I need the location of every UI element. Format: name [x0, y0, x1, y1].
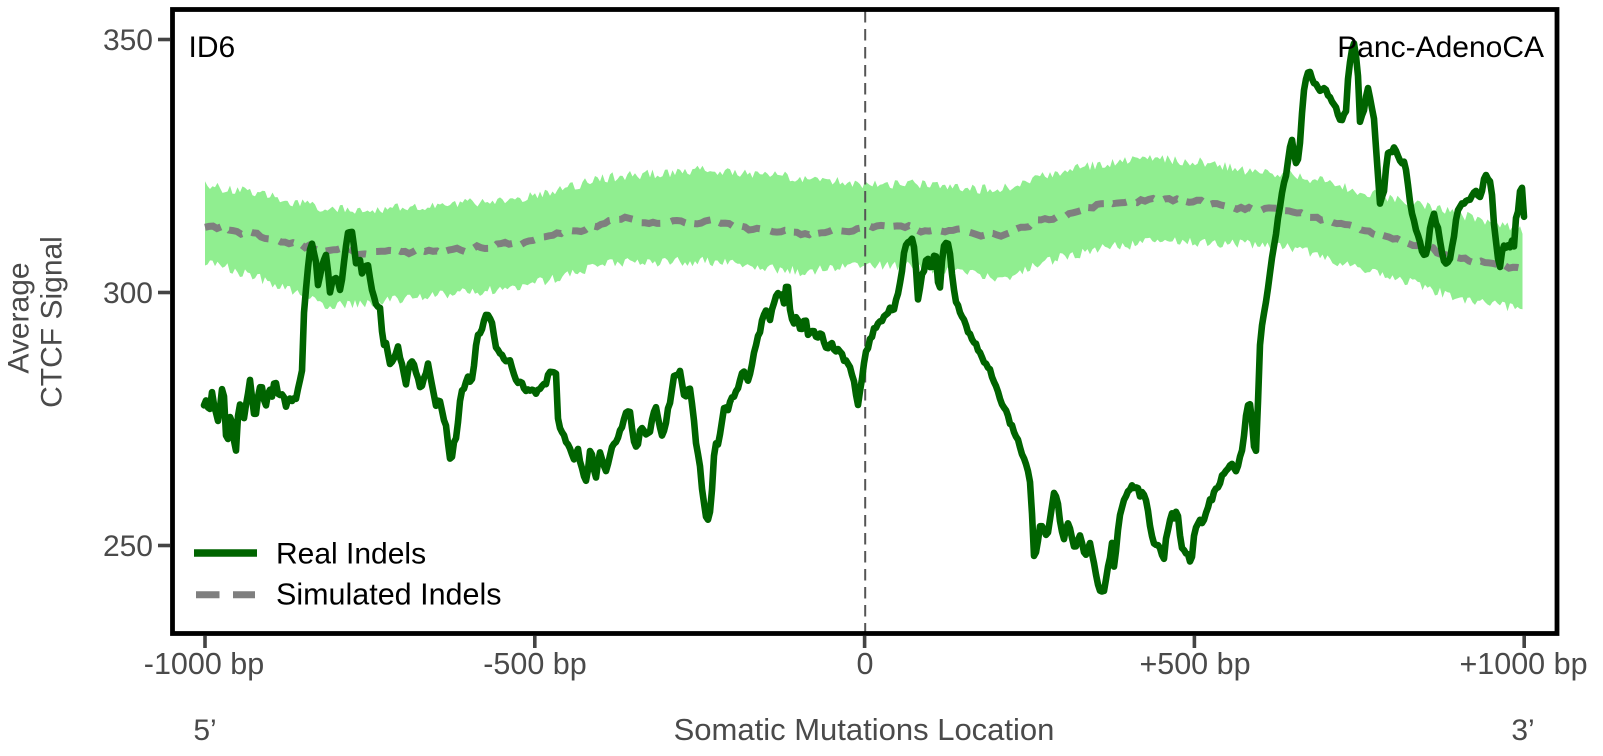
svg-text:3’: 3’ — [1511, 714, 1534, 747]
svg-text:300: 300 — [103, 277, 153, 310]
svg-text:Average: Average — [3, 262, 36, 373]
svg-text:CTCF Signal: CTCF Signal — [36, 236, 69, 408]
svg-text:350: 350 — [103, 24, 153, 57]
svg-text:5’: 5’ — [193, 714, 216, 747]
svg-text:ID6: ID6 — [189, 31, 236, 64]
svg-text:+1000 bp: +1000 bp — [1459, 647, 1587, 681]
svg-text:Simulated Indels: Simulated Indels — [276, 578, 502, 612]
svg-text:250: 250 — [103, 530, 153, 563]
svg-text:0: 0 — [857, 647, 874, 681]
svg-text:Somatic Mutations Location: Somatic Mutations Location — [674, 712, 1055, 747]
svg-text:-500 bp: -500 bp — [483, 647, 586, 681]
svg-text:Real Indels: Real Indels — [276, 538, 426, 571]
svg-text:Panc-AdenoCA: Panc-AdenoCA — [1337, 31, 1544, 64]
svg-text:+500 bp: +500 bp — [1139, 647, 1250, 681]
svg-text:-1000 bp: -1000 bp — [144, 647, 264, 681]
